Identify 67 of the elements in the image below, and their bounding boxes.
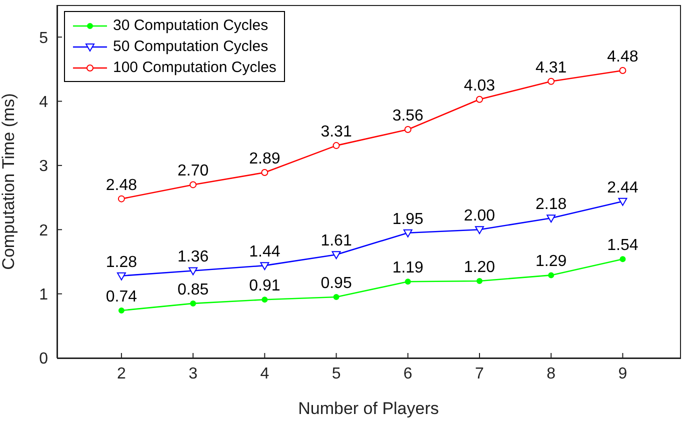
y-tick-label: 1 [39, 286, 48, 304]
data-label: 1.95 [392, 210, 424, 228]
data-label: 2.00 [464, 208, 496, 225]
point [118, 308, 124, 314]
x-tick-label: 2 [116, 365, 126, 382]
point [262, 296, 268, 303]
data-label: 4.03 [464, 77, 496, 94]
x-tick-label: 3 [188, 365, 198, 382]
data-label: 1.36 [177, 248, 209, 266]
point [261, 169, 268, 176]
data-label: 1.61 [320, 232, 352, 250]
point [190, 300, 196, 306]
y-tick-label: 3 [39, 158, 48, 176]
data-label: 3.56 [392, 108, 424, 125]
data-label: 0.85 [177, 281, 209, 298]
data-label: 1.54 [607, 237, 638, 254]
point [620, 256, 626, 262]
point [403, 229, 412, 238]
data-label: 2.89 [249, 150, 280, 168]
point [118, 195, 125, 202]
data-label: 3.31 [320, 124, 352, 141]
point [476, 96, 483, 103]
data-label: 2.70 [177, 162, 209, 180]
point [404, 278, 411, 285]
y-axis-title: Computation Time (ms) [0, 93, 18, 270]
data-label: 1.28 [106, 254, 138, 271]
data-label: 2.44 [607, 179, 638, 196]
data-label: 1.19 [392, 260, 424, 277]
data-label: 4.48 [607, 48, 638, 66]
point [260, 262, 270, 270]
point [546, 214, 556, 223]
x-tick-label: 8 [546, 365, 556, 382]
legend-label: 30 Computation Cycles [113, 16, 268, 36]
x-tick-label: 4 [260, 365, 270, 382]
point [476, 278, 482, 284]
point [332, 251, 341, 260]
data-label: 4.31 [536, 59, 567, 76]
point [474, 226, 484, 234]
point [404, 126, 412, 134]
point [116, 272, 126, 280]
data-label: 1.20 [464, 258, 496, 276]
data-label: 0.74 [106, 288, 138, 306]
x-tick-label: 7 [475, 365, 484, 382]
x-tick-label: 5 [332, 365, 341, 382]
point [333, 294, 340, 300]
x-tick-label: 6 [403, 365, 412, 382]
x-tick-label: 9 [618, 365, 628, 382]
y-tick-label: 0 [39, 350, 48, 368]
point [548, 78, 555, 85]
legend-label: 50 Computation Cycles [113, 37, 268, 57]
data-label: 2.18 [536, 196, 567, 214]
y-tick-label: 5 [39, 30, 48, 47]
point [619, 66, 626, 74]
x-axis-title: Number of Players [298, 399, 439, 418]
legend-label: 100 Computation Cycles [113, 58, 276, 78]
data-label: 1.29 [536, 253, 567, 270]
point [618, 198, 628, 206]
point [548, 272, 554, 278]
data-label: 2.48 [106, 176, 138, 194]
point [332, 142, 340, 150]
point [188, 267, 198, 276]
point [190, 181, 197, 188]
y-tick-label: 4 [39, 94, 48, 111]
data-label: 0.91 [249, 278, 280, 295]
data-label: 0.95 [320, 275, 352, 292]
y-tick-label: 2 [39, 222, 48, 240]
data-label: 1.44 [249, 244, 280, 261]
